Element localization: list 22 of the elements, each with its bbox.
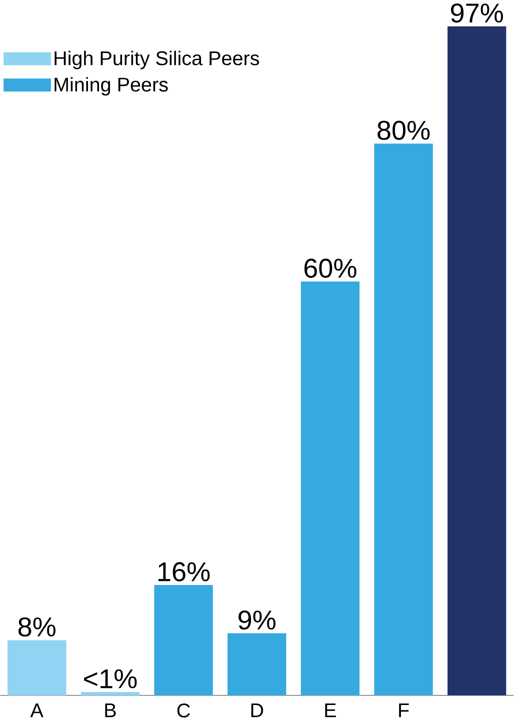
- bar: [228, 633, 286, 696]
- legend-label: Mining Peers: [54, 77, 168, 96]
- data-label: 16%: [158, 562, 210, 582]
- bar: [301, 282, 360, 696]
- bar: [154, 585, 213, 696]
- bar: [81, 692, 140, 696]
- legend-label: High Purity Silica Peers: [54, 50, 260, 70]
- x-tick-label: A: [30, 704, 44, 718]
- x-tick-label: B: [105, 704, 116, 718]
- data-label: 97%: [451, 3, 504, 23]
- bar: [374, 144, 433, 696]
- x-tick-label: E: [325, 704, 336, 718]
- bar: [448, 26, 506, 696]
- x-tick-label: C: [178, 704, 190, 718]
- data-label: 80%: [378, 120, 430, 140]
- data-label: 8%: [18, 617, 56, 637]
- bar: [8, 640, 66, 696]
- x-tick-label: D: [251, 704, 264, 718]
- data-label: 9%: [238, 610, 276, 630]
- data-label: <1%: [84, 669, 137, 688]
- x-tick-label: F: [399, 704, 409, 718]
- data-label: 60%: [304, 258, 356, 278]
